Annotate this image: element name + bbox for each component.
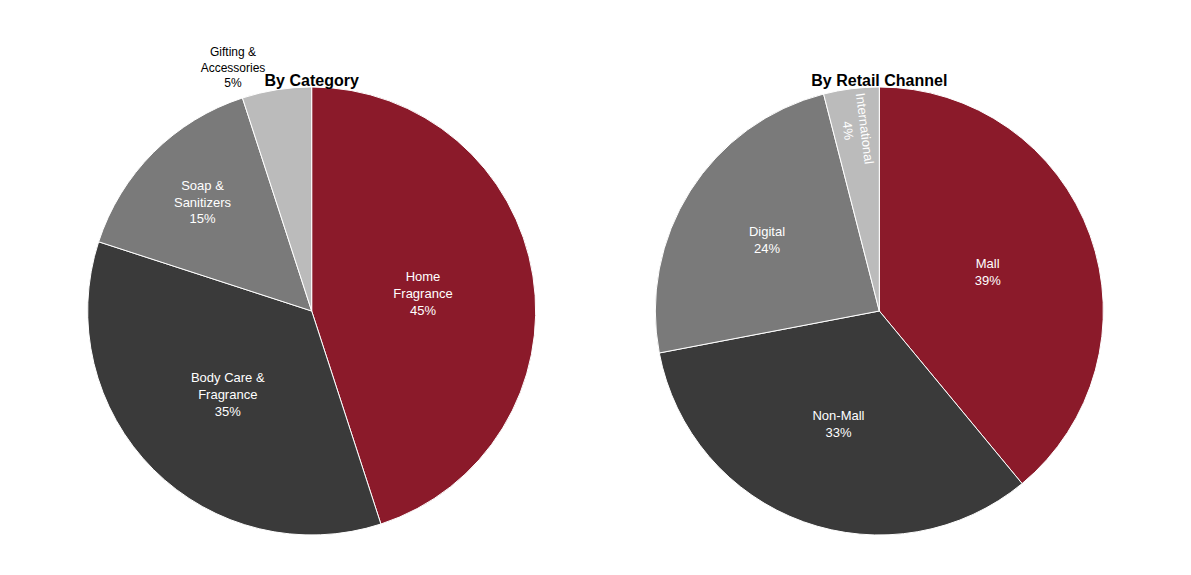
svg-text:Digital24%: Digital24% <box>749 224 785 256</box>
svg-text:Gifting &Accessories5%: Gifting &Accessories5% <box>201 45 266 90</box>
svg-text:Body Care &Fragrance35%: Body Care &Fragrance35% <box>191 370 265 419</box>
svg-text:International4%: International4% <box>836 92 877 167</box>
svg-text:By Category: By Category <box>265 72 359 89</box>
svg-text:By Retail Channel: By Retail Channel <box>811 72 947 89</box>
svg-text:HomeFragrance45%: HomeFragrance45% <box>393 269 452 318</box>
svg-text:Non-Mall33%: Non-Mall33% <box>812 408 864 440</box>
svg-text:Soap &Sanitizers15%: Soap &Sanitizers15% <box>174 178 232 227</box>
svg-text:Mall39%: Mall39% <box>975 256 1001 288</box>
